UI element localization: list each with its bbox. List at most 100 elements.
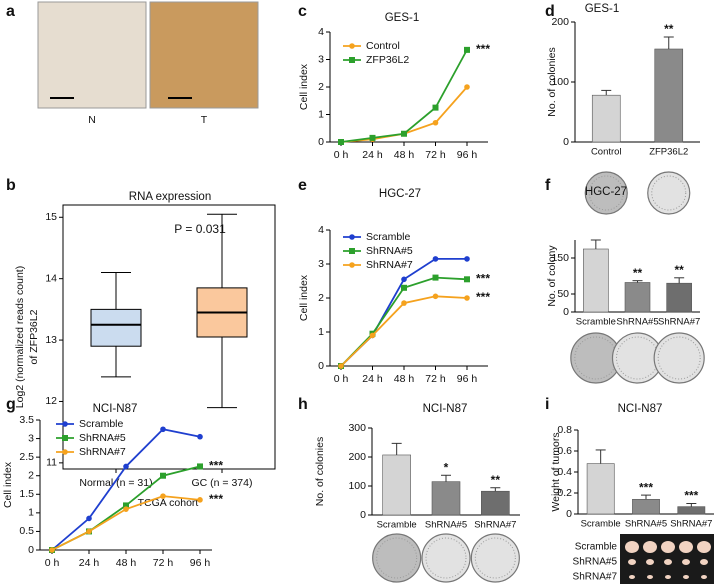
y-tick-label: 3.5	[19, 414, 34, 426]
legend-label: Scramble	[366, 231, 411, 243]
x-tick-label: 96 h	[190, 557, 211, 569]
point	[123, 506, 129, 512]
y-tick-label: 0	[318, 360, 324, 372]
panel-title: HGC-27	[585, 186, 627, 198]
panel-letter: e	[298, 177, 307, 194]
x-tick-label: 24 h	[362, 373, 383, 385]
legend-marker	[62, 449, 68, 455]
x-tick-label: 48 h	[394, 373, 415, 385]
y-axis-label: Log2 (normalized reads count)	[14, 266, 26, 408]
y-tick-label: 50	[557, 288, 569, 300]
x-tick-label: 48 h	[394, 149, 415, 161]
significance: ***	[639, 480, 653, 494]
point	[401, 284, 407, 291]
panel-letter: h	[298, 396, 308, 413]
y-tick-label: 0.8	[557, 424, 572, 436]
panel-title: NCI-N87	[93, 403, 138, 415]
plot-frame	[62, 204, 276, 470]
x-tick-label: Normal (n = 31)	[79, 477, 152, 489]
y-tick-label: 13	[45, 334, 57, 346]
point	[123, 502, 129, 509]
colony-plate	[647, 171, 691, 215]
y-tick-label: 0	[563, 306, 569, 318]
point	[86, 528, 92, 535]
tumor-row-label: Scramble	[575, 542, 618, 553]
y-tick-label: 0	[28, 544, 34, 556]
series-line	[340, 258, 467, 367]
y-tick-label: 0.5	[19, 525, 34, 537]
y-tick-label: 2	[318, 81, 324, 93]
legend-label: ZFP36L2	[366, 54, 409, 66]
point	[369, 332, 376, 339]
significance: **	[491, 473, 501, 487]
colony-plate-inner	[376, 537, 418, 579]
significance: **	[633, 266, 643, 280]
legend-label: ShRNA#5	[366, 245, 413, 257]
point	[338, 139, 344, 145]
tumor	[625, 541, 639, 553]
panel-title: RNA expression	[129, 191, 211, 203]
y-tick-label: 4	[318, 224, 324, 236]
y-tick-label: 0.4	[557, 466, 572, 478]
point	[197, 433, 203, 440]
colony-plate	[653, 332, 705, 384]
colony-plate	[372, 533, 422, 583]
colony-plate	[584, 171, 628, 215]
bar	[677, 506, 706, 515]
tumor	[629, 575, 635, 579]
tumor	[643, 541, 657, 553]
colony-plate-inner	[474, 537, 516, 579]
y-tick-label: 200	[551, 16, 569, 28]
panel-letter: i	[545, 396, 549, 413]
y-tick-label: 2	[28, 469, 34, 481]
x-tick-label: 96 h	[457, 149, 478, 161]
significance: **	[674, 263, 684, 277]
panel-title: NCI-N87	[423, 403, 468, 415]
panel-letter: b	[6, 177, 16, 194]
y-tick-label: 12	[45, 395, 57, 407]
x-tick-label: 0 h	[45, 557, 60, 569]
legend-marker	[62, 421, 68, 427]
panel-letter: a	[6, 3, 15, 20]
tumor-row-label: ShRNA#5	[573, 557, 618, 568]
significance: **	[664, 22, 674, 36]
panel-title: NCI-N87	[618, 403, 663, 415]
y-tick-label: 100	[551, 76, 569, 88]
legend-label: Scramble	[79, 418, 124, 430]
x-tick-label: 0 h	[334, 373, 349, 385]
y-tick-label: 0.6	[557, 445, 572, 457]
x-tick-label: ShRNA#7	[474, 520, 516, 531]
significance: ***	[476, 271, 490, 285]
point	[86, 515, 92, 522]
tumor	[682, 559, 690, 565]
panel-letter: f	[545, 177, 551, 194]
tumor	[697, 541, 711, 553]
x-tick-label: Scramble	[581, 519, 621, 530]
bar	[583, 248, 609, 313]
y-tick-label: 150	[551, 252, 569, 264]
bar	[382, 454, 411, 516]
x-tick-label: 24 h	[79, 557, 100, 569]
tumor	[647, 575, 653, 579]
bar	[481, 490, 510, 516]
y-tick-label: 3	[28, 432, 34, 444]
point	[401, 276, 407, 283]
significance: ***	[209, 459, 223, 473]
x-tick-label: ShRNA#7	[670, 519, 712, 530]
colony-plate	[421, 533, 471, 583]
point	[338, 363, 344, 369]
point	[369, 134, 376, 141]
p-value: P = 0.031	[174, 222, 226, 236]
legend-marker	[349, 248, 355, 254]
y-tick-label: 1	[318, 108, 324, 120]
point	[401, 300, 407, 306]
y-axis-label: No. of colonies	[314, 437, 326, 506]
y-tick-label: 1	[318, 326, 324, 338]
bar	[632, 498, 660, 515]
y-tick-label: 11	[46, 457, 57, 469]
x-tick-label: ZFP36L2	[649, 147, 688, 158]
bar	[591, 94, 621, 143]
x-tick-label: ShRNA#5	[425, 520, 467, 531]
panel-letter: g	[6, 396, 16, 413]
y-axis-label: of ZFP36L2	[28, 309, 40, 364]
